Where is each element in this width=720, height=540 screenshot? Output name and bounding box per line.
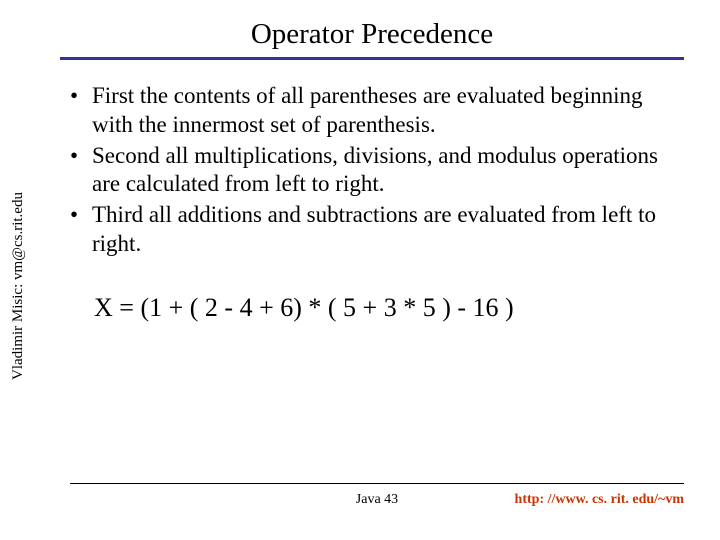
bullet-item: Third all additions and subtractions are…: [70, 201, 674, 259]
footer: Java 43 http: //www. cs. rit. edu/~vm: [70, 492, 684, 508]
content-area: First the contents of all parentheses ar…: [70, 82, 674, 323]
slide: Operator Precedence Vladimir Misic: vm@c…: [0, 0, 720, 540]
bullet-item: First the contents of all parentheses ar…: [70, 82, 674, 140]
slide-title: Operator Precedence: [60, 18, 684, 51]
bullet-item: Second all multiplications, divisions, a…: [70, 142, 674, 200]
equation-text: X = (1 + ( 2 - 4 + 6) * ( 5 + 3 * 5 ) - …: [94, 293, 674, 323]
page-number: Java 43: [356, 492, 398, 508]
bullet-list: First the contents of all parentheses ar…: [70, 82, 674, 259]
footer-link: http: //www. cs. rit. edu/~vm: [515, 492, 684, 508]
author-sidetext: Vladimir Misic: vm@cs.rit.edu: [10, 192, 27, 380]
title-divider: [60, 57, 684, 60]
footer-divider: [70, 483, 684, 484]
